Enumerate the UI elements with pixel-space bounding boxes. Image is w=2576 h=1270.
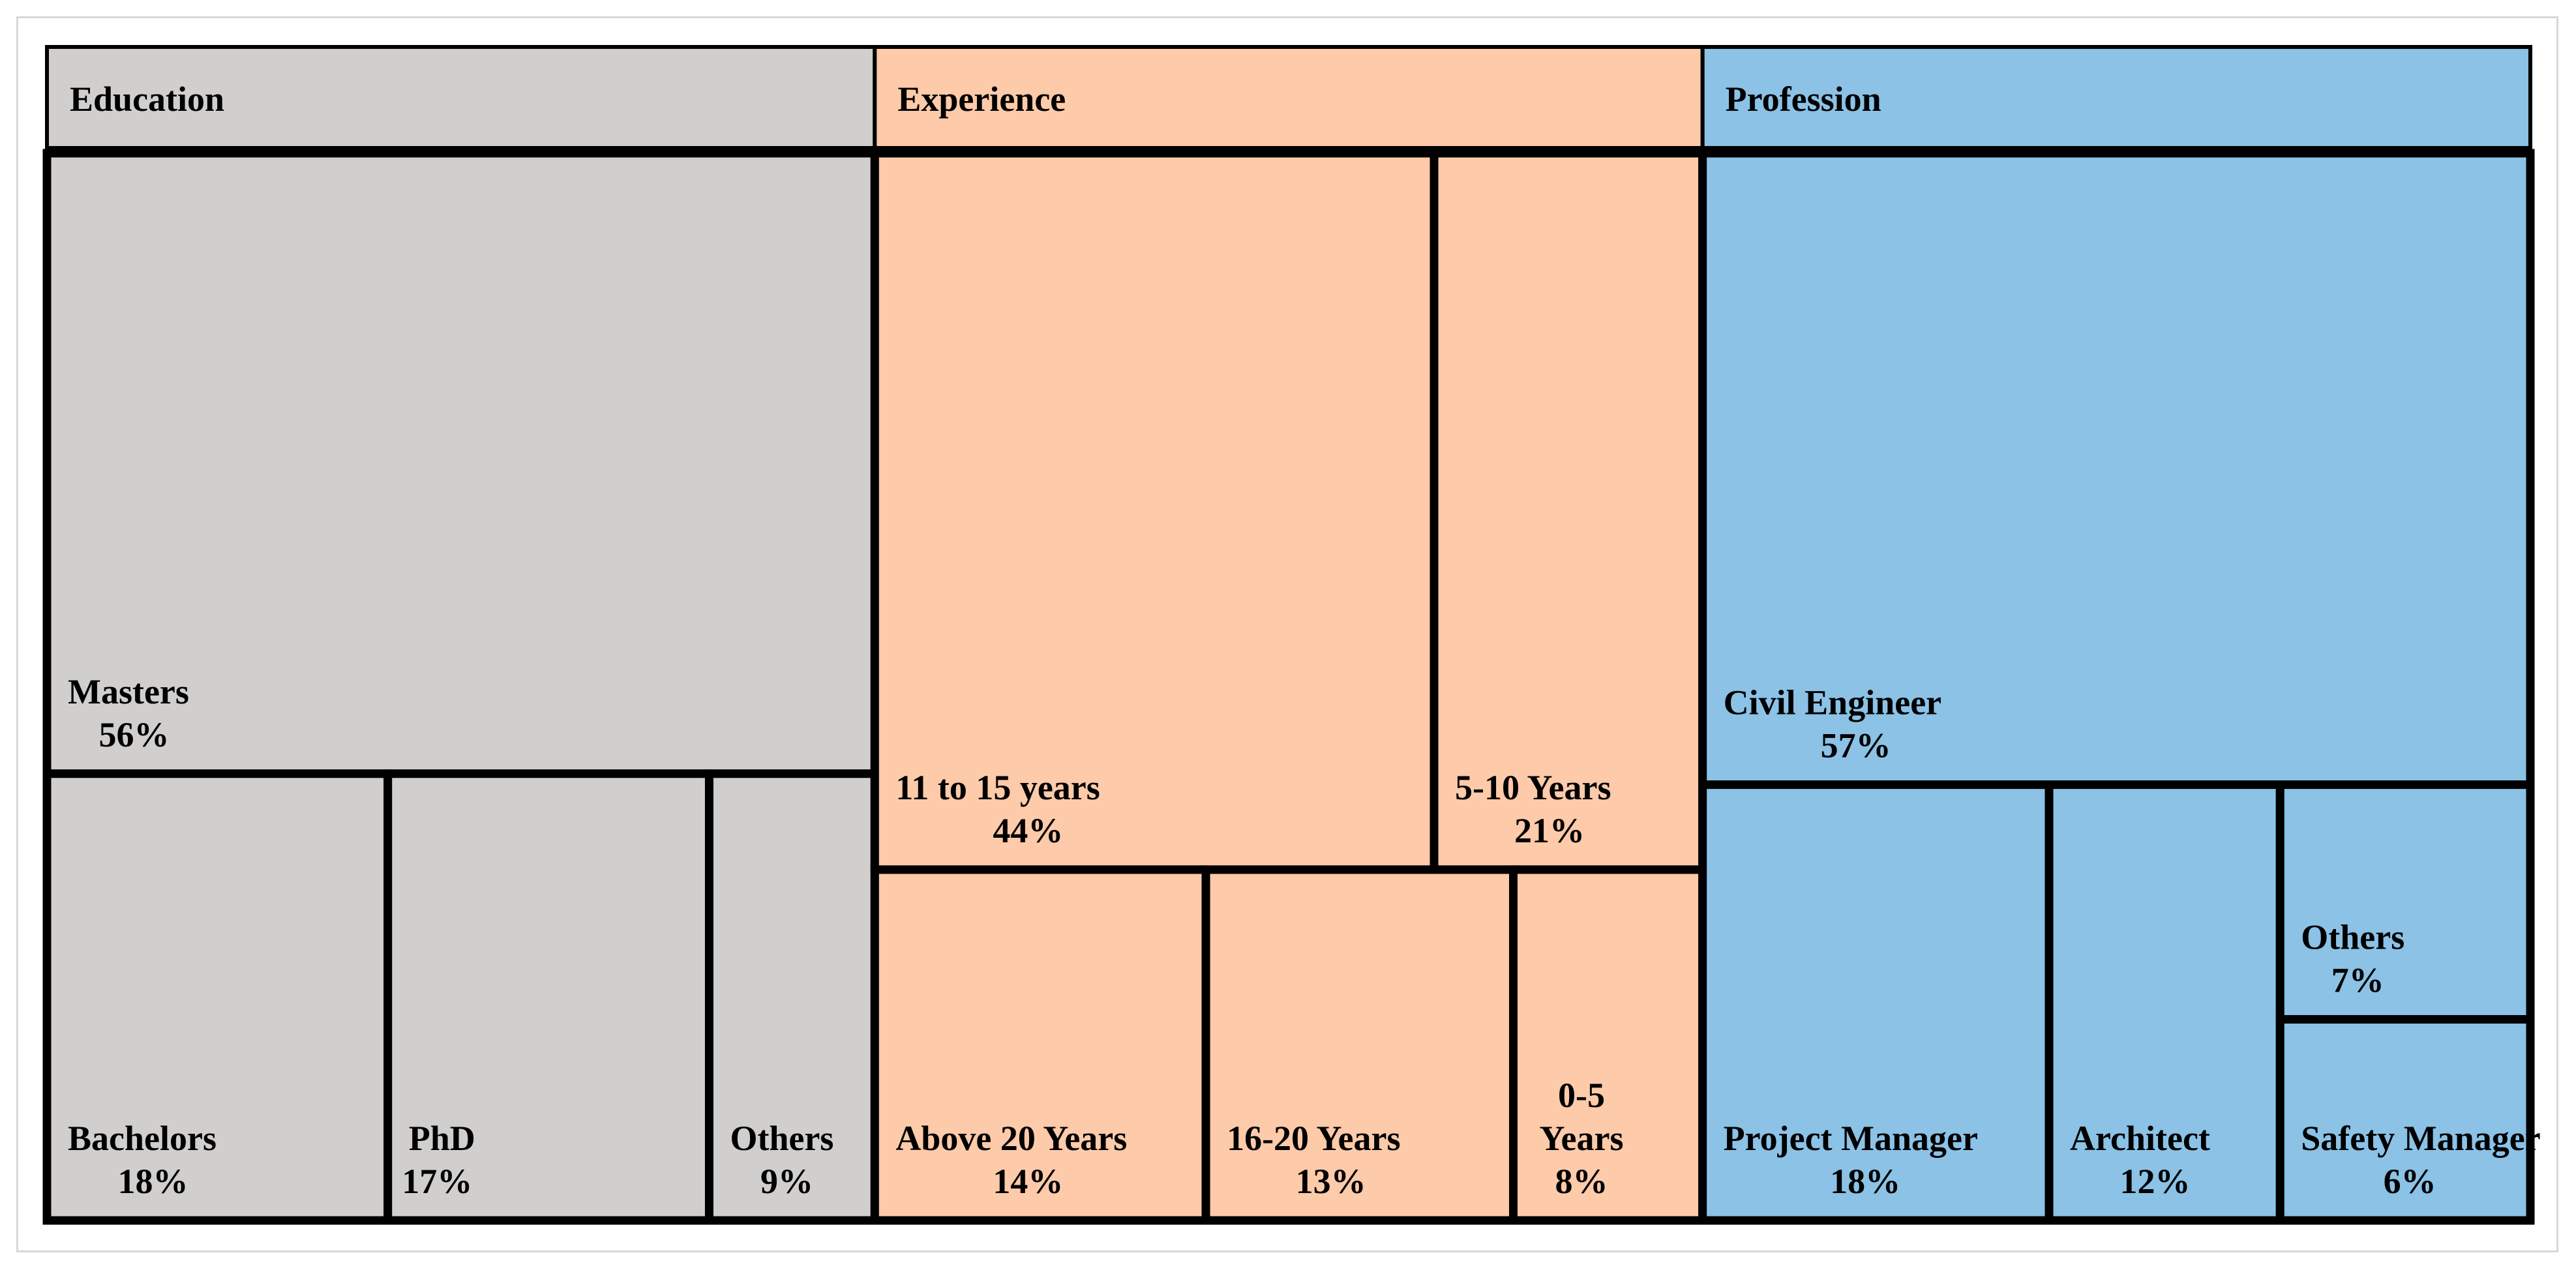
tile-profession-project-manager: Project Manager 18% (1698, 780, 2054, 1225)
tile-rect (42, 149, 879, 778)
tile-label: Safety Manager (2301, 1119, 2540, 1158)
tile-value: 57% (1821, 726, 1891, 765)
tile-value: 56% (99, 715, 170, 754)
tile-education-masters: Masters 56% (42, 149, 879, 778)
group-title: Experience (897, 80, 1066, 119)
group-header-profession: Profession (1700, 45, 2533, 150)
tile-label: Civil Engineer (1724, 683, 1942, 722)
tile-value: 6% (2384, 1162, 2436, 1201)
tile-rect (1201, 865, 1518, 1225)
tile-label: 16-20 Years (1227, 1119, 1400, 1158)
tile-label: Above 20 Years (895, 1119, 1127, 1158)
tile-rect (1508, 865, 1707, 1225)
tile-value: 12% (2120, 1162, 2191, 1201)
tile-education-phd: PhD 17% (383, 769, 713, 1225)
tile-profession-safety-manager: Safety Manager 6% (2275, 1015, 2541, 1225)
tile-experience-above-20-years: Above 20 Years 14% (870, 865, 1210, 1225)
tile-label: Architect (2070, 1119, 2210, 1158)
tile-rect (704, 769, 879, 1225)
tile-label: Others (730, 1119, 833, 1158)
tile-value: 44% (993, 811, 1063, 850)
tile-rect (2275, 1015, 2535, 1225)
tile-rect (1430, 149, 1707, 874)
tile-rect (870, 149, 1439, 874)
tile-label: Others (2301, 918, 2404, 957)
tile-experience-11-to-15-years: 11 to 15 years 44% (870, 149, 1439, 874)
tile-experience-16-20-years: 16-20 Years 13% (1201, 865, 1518, 1225)
tile-rect (1698, 149, 2535, 790)
tile-profession-civil-engineer: Civil Engineer 57% (1698, 149, 2535, 790)
tile-value: 18% (118, 1162, 188, 1201)
header-rect (873, 45, 1705, 150)
tile-value: 9% (760, 1162, 813, 1201)
tile-rect (870, 865, 1210, 1225)
tile-label: Years (1540, 1119, 1624, 1158)
tile-label: 5-10 Years (1455, 768, 1611, 807)
tile-label: 11 to 15 years (895, 768, 1100, 807)
tile-value: 18% (1830, 1162, 1900, 1201)
tile-label: PhD (409, 1119, 475, 1158)
tile-label: Project Manager (1724, 1119, 1978, 1158)
tile-profession-architect: Architect 12% (2044, 780, 2284, 1225)
tile-profession-others: Others 7% (2275, 780, 2535, 1024)
tile-experience-5-10-years: 5-10 Years 21% (1430, 149, 1707, 874)
tile-value: 21% (1514, 811, 1585, 850)
group-header-experience: Experience (873, 45, 1705, 150)
tile-experience-0-5-years: 0-5 Years 8% (1508, 865, 1707, 1225)
tile-label: Bachelors (68, 1119, 217, 1158)
group-title: Profession (1726, 80, 1881, 119)
tile-value: 13% (1296, 1162, 1366, 1201)
tile-rect (383, 769, 713, 1225)
tile-education-others: Others 9% (704, 769, 879, 1225)
header-rect (1700, 45, 2533, 150)
tile-label: 0-5 (1558, 1076, 1605, 1115)
tile-value: 7% (2331, 961, 2384, 1000)
tile-value: 8% (1555, 1162, 1608, 1201)
group-title: Education (70, 80, 224, 119)
header-rect (45, 45, 877, 150)
tile-rect (2275, 780, 2535, 1024)
tile-value: 17% (402, 1162, 472, 1201)
group-header-education: Education (45, 45, 877, 150)
tile-education-bachelors: Bachelors 18% (42, 769, 393, 1225)
tile-rect (1698, 780, 2054, 1225)
tile-label: Masters (68, 672, 189, 711)
tile-rect (2044, 780, 2284, 1225)
tile-value: 14% (993, 1162, 1063, 1201)
